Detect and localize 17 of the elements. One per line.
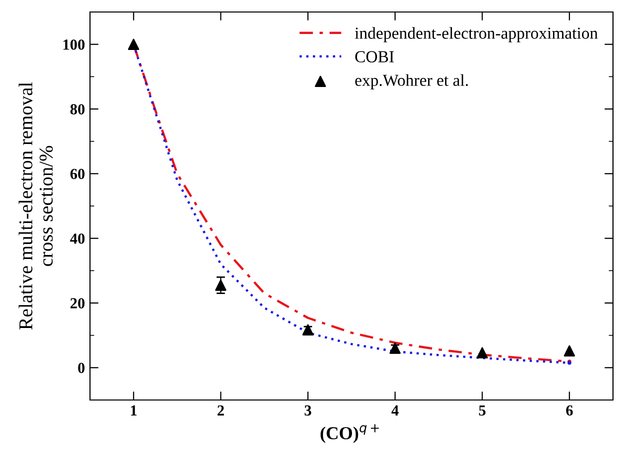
- x-tick-label: 6: [566, 405, 573, 416]
- y-axis-title: Relative multi-electron removal cross section/%: [18, 82, 53, 330]
- x-tick-label: 2: [218, 405, 224, 416]
- y-tick-label: 60: [70, 168, 85, 180]
- x-tick-label: 4: [391, 405, 399, 416]
- y-tick-label: 80: [70, 104, 85, 114]
- legend-label: exp.Wohrer et al.: [355, 74, 468, 90]
- x-tick-label: 5: [479, 405, 486, 416]
- x-tick-label: 1: [130, 405, 137, 416]
- y-tick-label: 100: [63, 39, 85, 50]
- y-tick-label: 40: [70, 233, 85, 244]
- x-axis-title: (CO)$^{q+}$: [320, 424, 379, 443]
- legend-label: independent-electron-approximation: [354, 27, 598, 42]
- legend-label: COBI: [355, 51, 394, 62]
- y-tick-label: 20: [70, 298, 85, 308]
- y-tick-label: 0: [78, 362, 85, 374]
- x-tick-label: 3: [304, 405, 312, 416]
